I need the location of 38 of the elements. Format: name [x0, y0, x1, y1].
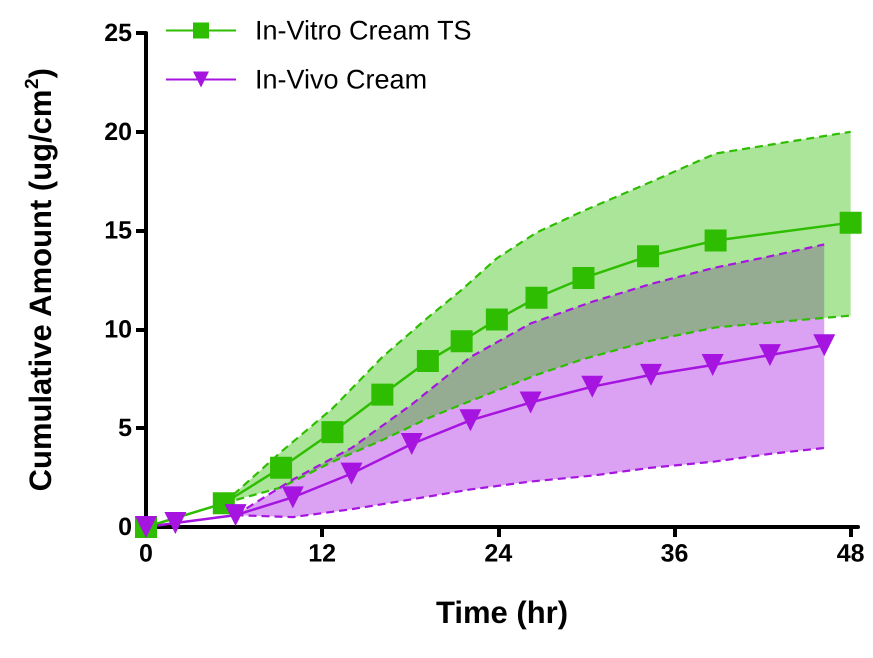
- point: [637, 245, 660, 268]
- point: [459, 409, 482, 432]
- point: [371, 384, 394, 406]
- y-tick-label: 15: [104, 216, 132, 245]
- x-tick-label: 36: [660, 540, 688, 568]
- x-tick-label: 12: [308, 540, 336, 568]
- point: [450, 330, 473, 352]
- point: [520, 392, 542, 414]
- point: [486, 308, 508, 331]
- point: [164, 512, 186, 534]
- x-tick-label: 0: [139, 540, 153, 568]
- point: [416, 350, 439, 372]
- point: [581, 376, 604, 398]
- point: [282, 486, 304, 508]
- y-tick-label: 5: [118, 414, 132, 442]
- point: [321, 421, 344, 444]
- point: [400, 433, 423, 456]
- y-axis-title: Cumulative Amount (ug/cm2): [22, 68, 58, 492]
- y-tick-label: 25: [104, 19, 132, 47]
- x-tick-label: 48: [836, 540, 865, 568]
- point: [640, 364, 662, 386]
- legend-label: In-Vitro Cream TS: [255, 16, 472, 46]
- y-tick-label: 20: [104, 118, 132, 146]
- point: [526, 286, 548, 309]
- point: [270, 456, 292, 479]
- point: [758, 344, 781, 366]
- x-tick-label: 24: [484, 540, 512, 568]
- x-axis-title: Time (hr): [436, 595, 568, 630]
- point: [702, 354, 724, 376]
- legend-label: In-Vivo Cream: [255, 64, 428, 94]
- point: [572, 267, 594, 290]
- y-tick-label: 10: [104, 315, 132, 344]
- y-tick-label: 0: [118, 513, 132, 541]
- point: [813, 334, 836, 356]
- point: [704, 229, 727, 252]
- point: [340, 462, 363, 485]
- point: [224, 504, 247, 526]
- point: [840, 212, 862, 234]
